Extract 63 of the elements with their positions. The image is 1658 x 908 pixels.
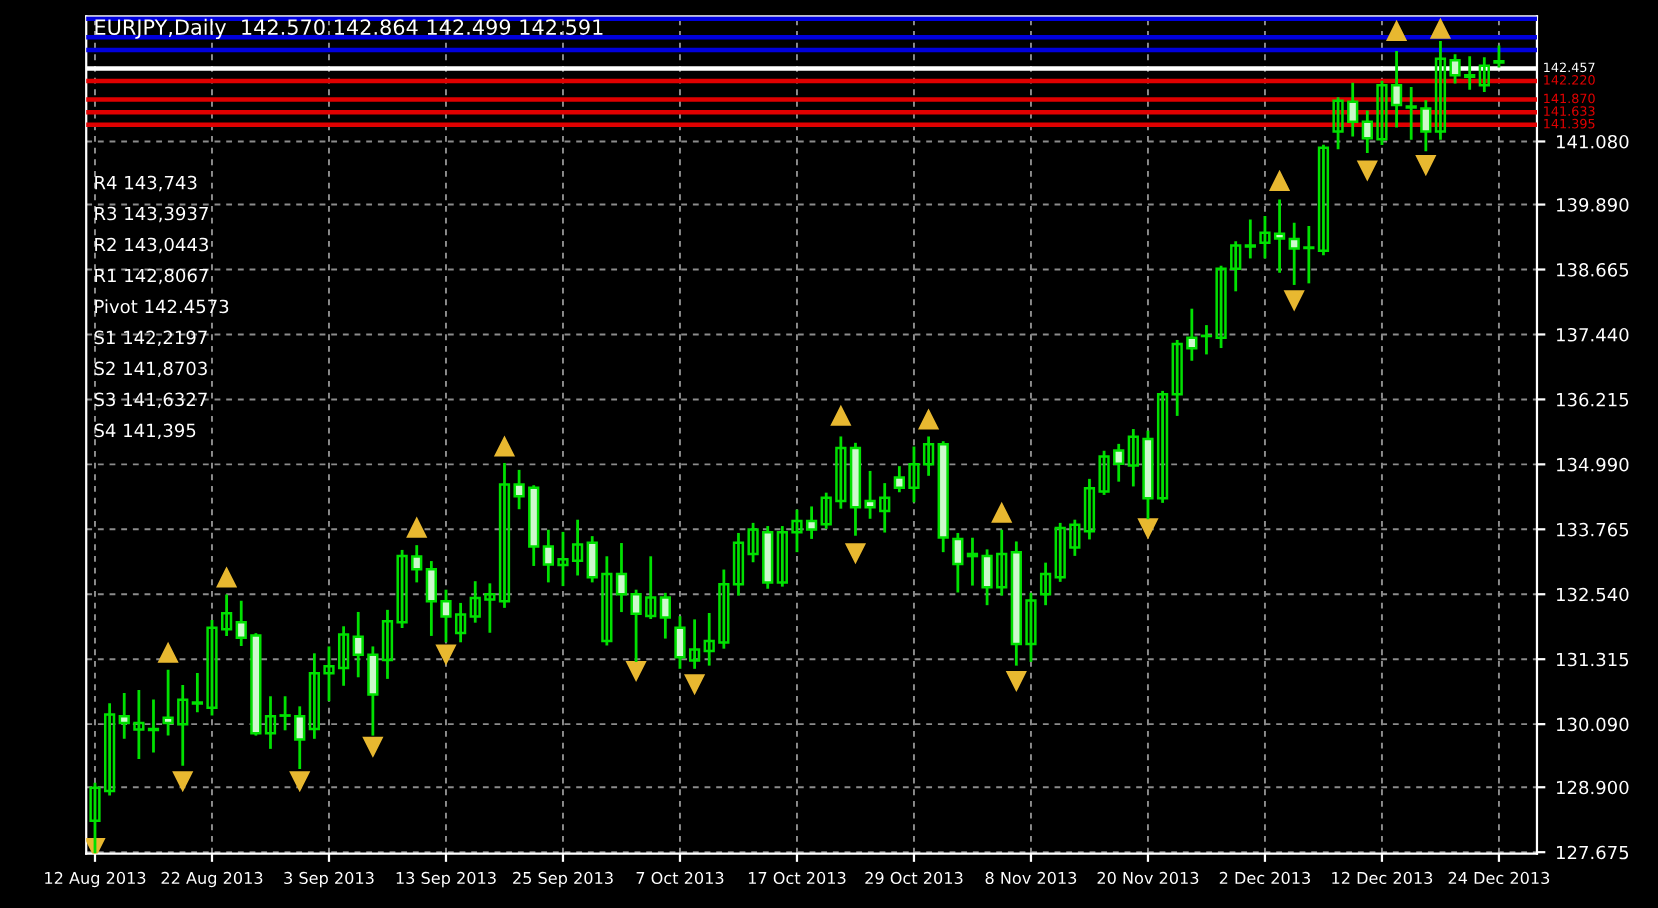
y-tick-label: 132.540 [1557,587,1629,602]
x-tick-label: 20 Nov 2013 [1097,871,1199,885]
point [407,518,427,538]
point [363,736,383,757]
x-tick-label: 24 Dec 2013 [1448,871,1550,885]
candlestick [659,592,671,639]
point [158,643,178,663]
annotation: S1 142,2197 [94,330,207,347]
annotation: Pivot 142.4573 [95,299,229,314]
y-tick-label: 134.990 [1557,457,1629,472]
chart-title: EURJPY,Daily 142.570 142.864 142.499 142.591 [95,18,603,40]
x-tick-label: 3 Sep 2013 [284,871,374,888]
y-tick-label: 137.440 [1557,327,1629,342]
x-tick-label: 29 Oct 2013 [865,871,963,885]
point [918,410,939,430]
y-tick-label: 130.090 [1557,717,1629,732]
y-tick-label: 141.080 [1557,134,1629,149]
point [1138,518,1158,538]
x-tick-label: 12 Aug 2013 [45,871,146,888]
annotation: S2 141,8703 [94,361,207,378]
point [173,771,193,791]
point [1416,155,1436,175]
annotation: R4 143,743 [95,175,197,192]
point [845,543,866,563]
point [831,406,851,426]
candlestick [1039,562,1052,606]
x-tick-label: 2 Dec 2013 [1219,871,1310,885]
annotation: R2 143,0443 [95,237,208,254]
y-tick-label: 139.890 [1557,198,1629,212]
y-tick-label: 133.765 [1557,522,1629,537]
x-tick-label: 12 Dec 2013 [1332,871,1433,885]
point [991,503,1012,523]
annotation: S3 141,6327 [94,392,207,409]
x-tick-label: 25 Sep 2013 [513,871,613,888]
y-tick-label: 127.675 [1557,845,1629,860]
point [494,437,515,457]
x-tick-label: 17 Oct 2013 [748,871,846,885]
point [216,568,237,588]
annotation: S4 141,395 [94,423,196,440]
point [1430,19,1451,39]
y-tick-label: 131.315 [1557,652,1629,667]
x-tick-label: 13 Sep 2013 [396,871,496,888]
point [290,771,310,791]
point [1284,290,1304,310]
candlestick [1478,57,1490,92]
x-tick-label: 7 Oct 2013 [636,871,724,885]
candlestick [1493,45,1505,68]
y-tick-label: 138.665 [1557,262,1629,277]
annotation: R1 142,8067 [95,268,208,285]
point [436,644,456,664]
point [1269,171,1290,191]
annotation: R3 143,3937 [95,206,208,223]
point [1386,21,1407,41]
candlestick [1317,144,1330,256]
x-tick-label: 22 Aug 2013 [161,871,263,888]
candlestick [1244,219,1256,259]
y-tick-label: 128.900 [1557,780,1629,795]
point [1006,670,1027,691]
point [684,674,705,694]
point [626,660,646,681]
x-tick-label: 8 Nov 2013 [985,871,1077,885]
y-tick-label: 136.215 [1557,392,1629,407]
point [1357,160,1378,180]
